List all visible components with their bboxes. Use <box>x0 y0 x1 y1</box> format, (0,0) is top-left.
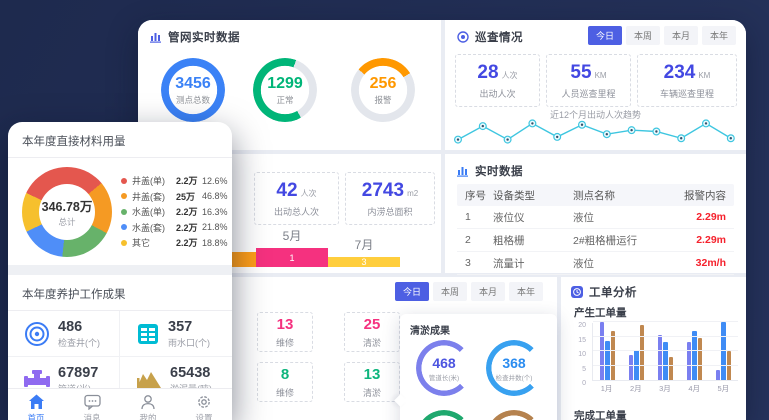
donut-total: 346.78万 <box>41 200 93 214</box>
chart-title-generated: 产生工单量 <box>574 307 627 319</box>
chart-title-completed: 完成工单量 <box>574 410 627 420</box>
bottom-nav: 首页 消息 我的 设置 <box>8 388 232 420</box>
panel-patrol: 巡查情况 今日 本周 本月 本年 28 人次 出动人次 55 KM 人员巡查里程 2… <box>445 20 746 150</box>
table-row[interactable]: 2 粗格栅 2#粗格栅运行 2.29m <box>457 229 734 252</box>
stat-rain-inlets: 357 雨水口(个) <box>120 311 232 357</box>
ring-alarm: 256 报警 <box>351 58 415 122</box>
bar <box>721 322 726 380</box>
bar-chart-icon <box>150 31 162 43</box>
bar <box>686 342 692 380</box>
legend-item: 水盖(单) 2.2万 16.3% <box>121 204 228 220</box>
tab-year[interactable]: 本年 <box>508 282 543 301</box>
target-rings-icon <box>24 321 50 347</box>
table-row[interactable]: 1 液位仪 液位 2.29m <box>457 206 734 229</box>
patrol-tabs: 今日 本周 本月 本年 <box>587 26 736 45</box>
material-panel-title: 本年度直接材料用量 <box>8 122 232 158</box>
gauge-partial <box>486 410 542 420</box>
bar <box>610 330 616 380</box>
material-donut-chart: 346.78万 总计 井盖(单) 2.2万 12.6% 井盖(套) 25万 46… <box>8 158 232 265</box>
bar <box>663 342 668 380</box>
tab-month[interactable]: 本月 <box>470 282 505 301</box>
trend-caption: 近12个月出动人次趋势 <box>549 110 641 120</box>
legend-item: 其它 2.2万 18.8% <box>121 235 228 251</box>
clock-icon <box>571 286 583 298</box>
panel-realtime-table: 实时数据 序号 设备类型 测点名称 报警内容 1 液位仪 液位 2.29m 2 … <box>445 154 746 275</box>
nav-item-profile[interactable]: 我的 <box>120 389 176 420</box>
dredge-result-popover: 清淤成果 468 管道长(米) 368 检查井数(个) <box>394 314 557 420</box>
tab-week[interactable]: 本周 <box>432 282 467 301</box>
section-divider <box>8 265 232 275</box>
work-tabs: 今日 本周 本月 本年 <box>394 282 543 301</box>
panel-workorder: 工单分析 产生工单量 0 5 10 15 20 1月 2月 3月 4月 5月 完成工单量 <box>561 277 746 420</box>
stat-repair-1: 13 维修 <box>257 312 313 352</box>
maintenance-panel-title: 本年度养护工作成果 <box>8 275 232 311</box>
donut-legend: 井盖(单) 2.2万 12.6% 井盖(套) 25万 46.8% 水盖(单) 2… <box>121 173 228 251</box>
table-header: 序号 设备类型 测点名称 报警内容 <box>457 184 734 206</box>
bar <box>668 356 674 380</box>
ring-label: 测点总数 <box>175 94 210 105</box>
grid-icon <box>136 322 160 346</box>
podium-col: 5月 1 <box>256 227 328 267</box>
workorder-bar-chart: 0 5 10 15 20 1月 2月 3月 4月 5月 <box>574 321 738 397</box>
sludge-mound-icon <box>136 368 162 392</box>
ring-normal: 1299 正常 <box>253 58 317 122</box>
panel-network-realtime: 管网实时数据 3456 测点总数 1299 正常 256 报警 <box>138 20 441 150</box>
tab-today[interactable]: 今日 <box>587 26 622 45</box>
panel-title: 巡查情况 <box>475 32 523 44</box>
ring-total-points: 3456 测点总数 <box>161 58 225 122</box>
tab-today[interactable]: 今日 <box>394 282 429 301</box>
trend-line-chart <box>453 119 735 144</box>
nav-item-messages[interactable]: 消息 <box>64 389 120 420</box>
gear-icon <box>196 394 212 410</box>
ring-label: 正常 <box>276 94 294 105</box>
stat-repair-2: 8 维修 <box>257 362 313 402</box>
bar <box>726 351 732 380</box>
tab-week[interactable]: 本周 <box>625 26 660 45</box>
mobile-app-card: 本年度直接材料用量 346.78万 总计 井盖(单) 2.2万 12.6% 井盖… <box>8 122 232 420</box>
tab-month[interactable]: 本月 <box>663 26 698 45</box>
bar-chart-icon <box>457 165 469 177</box>
stat-person-km: 55 KM 人员巡查里程 <box>546 54 631 107</box>
stat-inspection-wells: 486 检查井(个) <box>8 311 120 357</box>
bar <box>605 340 610 380</box>
legend-item: 井盖(套) 25万 46.8% <box>121 189 228 205</box>
ring-value: 256 <box>369 74 397 92</box>
stat-total-dispatch: 42 人次 出动总人次 <box>254 172 339 225</box>
alarm-table: 序号 设备类型 测点名称 报警内容 1 液位仪 液位 2.29m 2 粗格栅 2… <box>457 184 734 275</box>
bar <box>692 330 697 380</box>
nav-item-home[interactable]: 首页 <box>8 389 64 420</box>
ring-label: 报警 <box>374 94 392 105</box>
stat-dredge-2: 13 清淤 <box>344 362 400 402</box>
bar <box>697 337 703 380</box>
bar <box>639 324 645 380</box>
pipe-icon <box>24 368 50 392</box>
ring-value: 3456 <box>175 74 211 92</box>
legend-item: 水盖(套) 2.2万 21.8% <box>121 220 228 236</box>
ring-value: 1299 <box>267 74 303 92</box>
gauge-manhole-count: 368 检查井数(个) <box>486 340 542 396</box>
tab-year[interactable]: 本年 <box>701 26 736 45</box>
nav-item-settings[interactable]: 设置 <box>176 389 232 420</box>
podium-col: 7月 3 <box>328 236 400 267</box>
stat-dispatch-count: 28 人次 出动人次 <box>455 54 540 107</box>
bar <box>599 322 605 380</box>
stat-dredge-1: 25 清淤 <box>344 312 400 352</box>
gauge-partial <box>416 410 472 420</box>
panel-title: 工单分析 <box>589 287 637 299</box>
target-icon <box>457 31 469 43</box>
stat-flood-area: 2743 m2 内涝总面积 <box>345 172 435 225</box>
person-icon <box>140 394 156 410</box>
legend-item: 井盖(单) 2.2万 12.6% <box>121 173 228 189</box>
bar <box>657 335 663 380</box>
chat-bubble-icon <box>83 394 101 410</box>
gauge-pipe-length: 468 管道长(米) <box>416 340 472 396</box>
table-row[interactable]: 3 流量计 液位 32m/h <box>457 252 734 275</box>
stat-vehicle-km: 234 KM 车辆巡查里程 <box>637 54 737 107</box>
home-icon <box>28 394 45 410</box>
popover-title: 清淤成果 <box>410 326 450 337</box>
panel-title: 管网实时数据 <box>168 32 240 44</box>
panel-title: 实时数据 <box>475 166 523 178</box>
bar <box>715 369 721 380</box>
bar <box>628 355 634 380</box>
